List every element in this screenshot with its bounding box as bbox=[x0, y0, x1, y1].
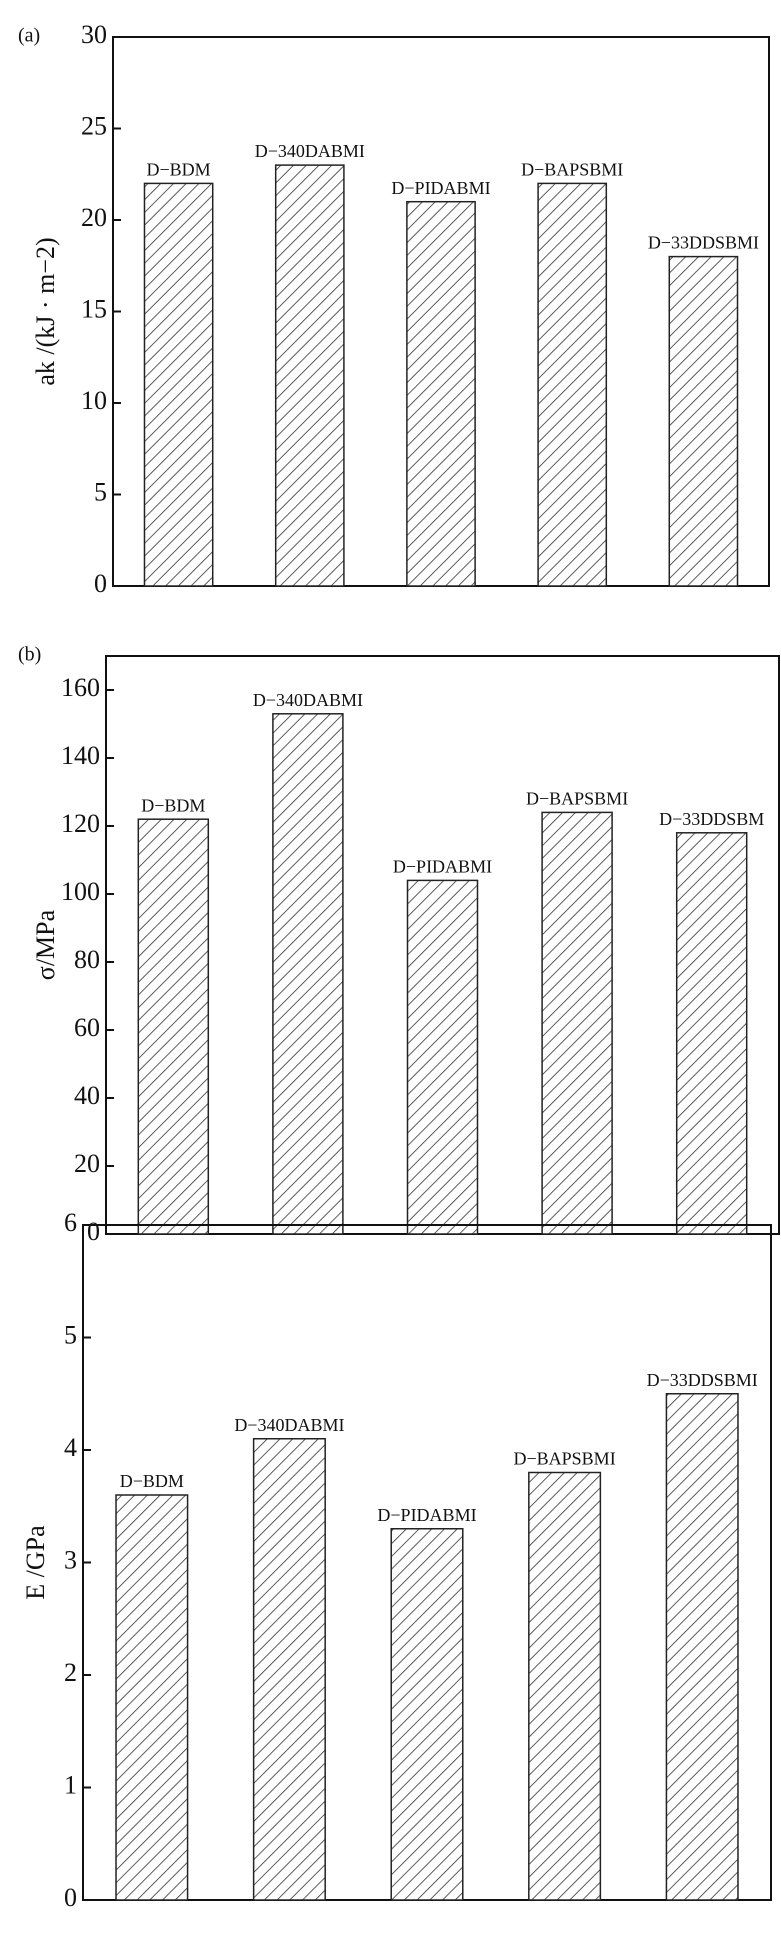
bar-hatch bbox=[115, 1494, 189, 1901]
y-tick-label: 120 bbox=[61, 809, 100, 838]
y-tick-label: 60 bbox=[74, 1013, 100, 1042]
y-axis-label: σ/MPa bbox=[31, 909, 60, 980]
bar-category-label: D−BDM bbox=[147, 160, 211, 180]
y-tick-label: 5 bbox=[64, 1320, 77, 1349]
bar-hatch bbox=[272, 713, 344, 1235]
bar-category-label: D−340DABMI bbox=[255, 141, 365, 161]
bar-hatch bbox=[252, 1438, 326, 1901]
bar-category-label: D−33DDSBMI bbox=[648, 233, 759, 253]
bar-category-label: D−PIDABMI bbox=[391, 178, 490, 198]
y-tick-label: 0 bbox=[64, 1883, 77, 1912]
bar-hatch bbox=[406, 200, 476, 587]
y-tick-label: 140 bbox=[61, 741, 100, 770]
y-tick-label: 2 bbox=[64, 1658, 77, 1687]
bar-hatch bbox=[274, 164, 345, 587]
bar-hatch bbox=[665, 1393, 739, 1901]
y-tick-label: 0 bbox=[87, 1217, 100, 1246]
bar-category-label: D−BDM bbox=[120, 1471, 184, 1491]
y-axis-label: E /GPa bbox=[21, 1525, 50, 1600]
bar-category-label: D−BAPSBMI bbox=[514, 1449, 616, 1469]
bar-hatch bbox=[528, 1471, 602, 1901]
bar-category-label: D−PIDABMI bbox=[393, 857, 492, 877]
bar-hatch bbox=[137, 818, 210, 1235]
panel-label: (b) bbox=[18, 644, 41, 666]
y-tick-label: 160 bbox=[61, 673, 100, 702]
y-tick-label: 15 bbox=[81, 294, 107, 323]
y-tick-label: 40 bbox=[74, 1081, 100, 1110]
bar-hatch bbox=[143, 182, 214, 587]
y-tick-label: 6 bbox=[64, 1208, 77, 1237]
y-tick-label: 25 bbox=[81, 111, 107, 140]
bar-hatch bbox=[406, 879, 479, 1235]
bar-category-label: D−PIDABMI bbox=[377, 1505, 476, 1525]
y-axis-label: ak /(kJ · m−2) bbox=[31, 237, 60, 385]
panel-label: (a) bbox=[18, 25, 40, 47]
bar-category-label: D−BAPSBMI bbox=[521, 160, 623, 180]
y-tick-label: 100 bbox=[61, 877, 100, 906]
bar-category-label: D−33DDSBMI bbox=[647, 1370, 758, 1390]
y-tick-label: 30 bbox=[81, 20, 107, 49]
y-tick-label: 1 bbox=[64, 1770, 77, 1799]
bar-category-label: D−BAPSBMI bbox=[526, 789, 628, 809]
y-tick-label: 4 bbox=[64, 1433, 77, 1462]
y-tick-label: 20 bbox=[81, 203, 107, 232]
bar-category-label: D−BDM bbox=[141, 795, 205, 815]
y-tick-label: 5 bbox=[94, 477, 107, 506]
y-tick-label: 10 bbox=[81, 386, 107, 415]
y-tick-label: 80 bbox=[74, 945, 100, 974]
y-tick-label: 20 bbox=[74, 1149, 100, 1178]
bar-hatch bbox=[390, 1528, 464, 1901]
bar-category-label: D−33DDSBM bbox=[659, 809, 764, 829]
y-tick-label: 3 bbox=[64, 1545, 77, 1574]
bar-category-label: D−340DABMI bbox=[253, 690, 363, 710]
bar-hatch bbox=[537, 182, 608, 587]
bar-hatch bbox=[675, 832, 748, 1235]
bar-hatch bbox=[541, 811, 613, 1235]
bar-hatch bbox=[668, 255, 739, 587]
y-tick-label: 0 bbox=[94, 569, 107, 598]
bar-category-label: D−340DABMI bbox=[234, 1415, 344, 1435]
